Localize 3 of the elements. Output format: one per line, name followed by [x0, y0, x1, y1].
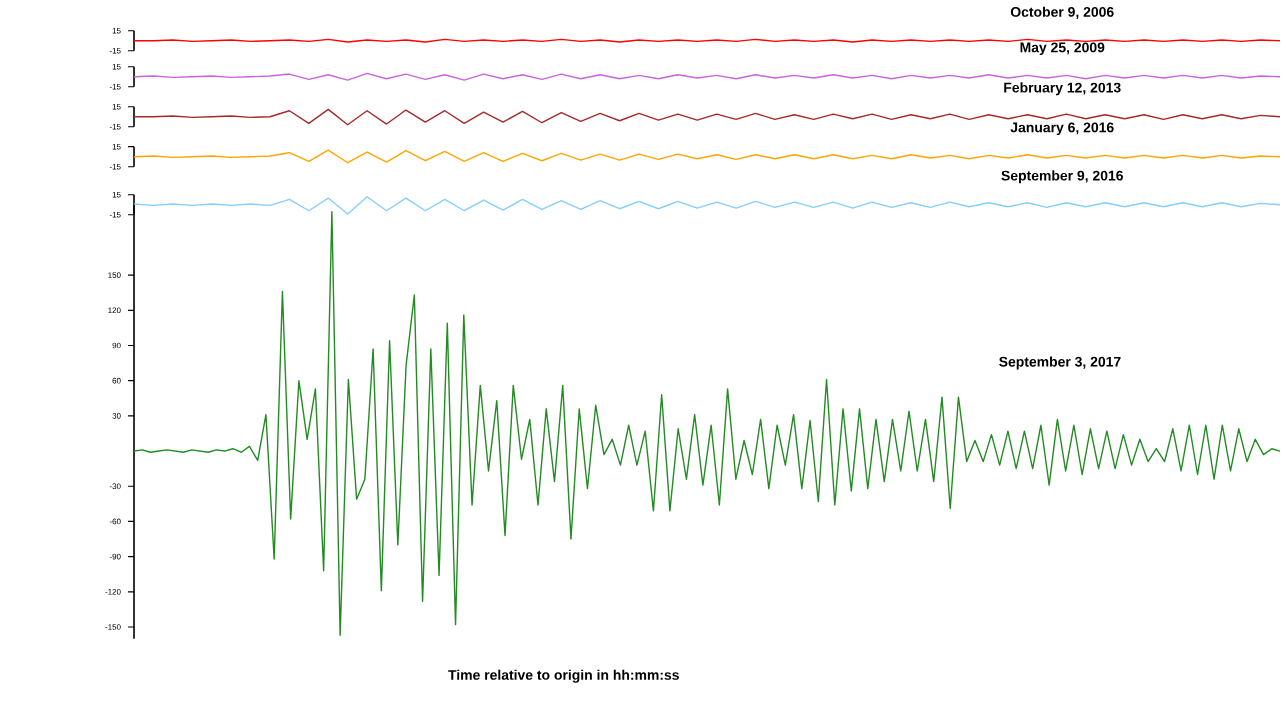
- line-series: [133, 149, 1281, 164]
- line-series: [133, 195, 1281, 215]
- line-series: [133, 108, 1281, 126]
